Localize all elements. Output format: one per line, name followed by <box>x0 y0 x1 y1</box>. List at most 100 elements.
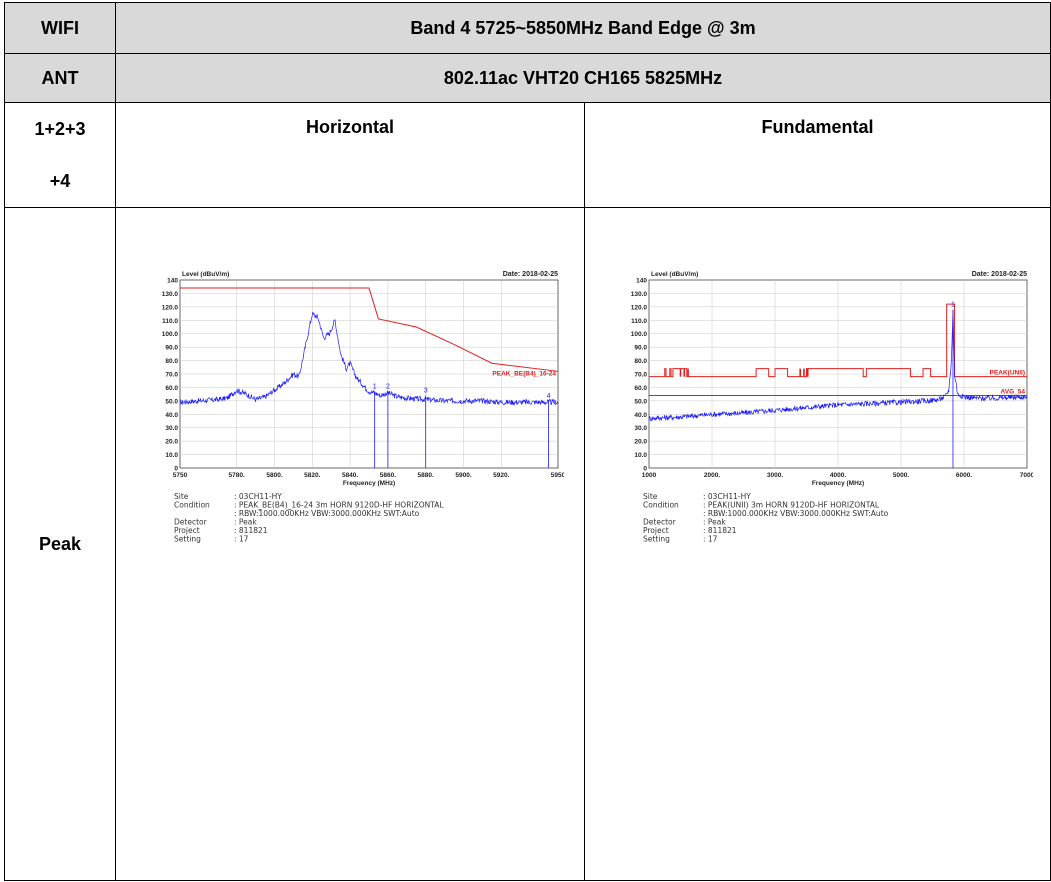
y-tick-label: 130.0 <box>631 291 648 298</box>
x-tick-label: 5900. <box>455 472 471 479</box>
header-mode-title: 802.11ac VHT20 CH165 5825MHz <box>115 53 1051 103</box>
y-tick-label: 20.0 <box>634 439 647 446</box>
x-tick-label: 5780. <box>229 472 245 479</box>
info-value: : Peak <box>234 518 257 527</box>
info-key: Site <box>174 492 189 501</box>
x-tick-label: 5860. <box>380 472 396 479</box>
y-tick-label: 50.0 <box>165 398 178 405</box>
y-tick-label: 140 <box>636 278 647 285</box>
y-tick-label: 100.0 <box>631 331 648 338</box>
y-tick-label: 90.0 <box>165 345 178 352</box>
info-key: Detector <box>643 518 677 527</box>
y-axis-label: Level (dBuV/m) <box>182 271 229 278</box>
x-tick-label: 5000. <box>893 472 909 479</box>
detector-label-cell: Peak <box>4 207 116 881</box>
info-key: Project <box>174 526 200 535</box>
avg-limit-label: AVG_54 <box>1001 388 1026 395</box>
y-tick-label: 0 <box>643 466 647 473</box>
y-tick-label: 100.0 <box>162 331 179 338</box>
y-tick-label: 40.0 <box>634 412 647 419</box>
info-value: : RBW:1000.000KHz VBW:3000.000KHz SWT:Au… <box>234 509 420 518</box>
plot-cell-fundamental: 0 10.0 20.0 30.0 40.0 50.0 60.0 70.0 80.0 90.0 100… <box>584 207 1051 881</box>
marker-label: 1 <box>951 302 955 309</box>
x-tick-label: 5820. <box>304 472 320 479</box>
y-tick-label: 30.0 <box>165 425 178 432</box>
info-key: Setting <box>174 535 201 544</box>
chart-date: Date: 2018-02-25 <box>503 271 558 278</box>
x-tick-label: 7000 <box>1020 472 1033 479</box>
x-axis-label: Frequency (MHz) <box>343 480 395 487</box>
y-tick-label: 50.0 <box>634 398 647 405</box>
y-tick-label: 10.0 <box>634 452 647 459</box>
info-key: Site <box>643 492 658 501</box>
y-tick-label: 20.0 <box>165 439 178 446</box>
marker-label: 1 <box>373 383 377 390</box>
limit-label: PEAK_BE(B4)_16-24 <box>492 371 556 378</box>
x-tick-label: 4000. <box>830 472 846 479</box>
limit-label: PEAK(UNII) <box>990 370 1025 377</box>
x-tick-label: 3000. <box>767 472 783 479</box>
measurement-trace <box>179 311 559 406</box>
y-tick-label: 60.0 <box>165 385 178 392</box>
y-tick-label: 120.0 <box>631 304 648 311</box>
x-tick-label: 5920. <box>493 472 509 479</box>
measurement-trace <box>648 310 1028 422</box>
y-tick-label: 110.0 <box>162 318 178 325</box>
detector-label: Peak <box>38 533 82 554</box>
y-tick-label: 70.0 <box>634 372 647 379</box>
y-axis-label: Level (dBuV/m) <box>651 271 698 278</box>
x-tick-label: 5840. <box>342 472 358 479</box>
x-tick-label: 5880. <box>418 472 434 479</box>
info-key: Project <box>643 526 669 535</box>
band-edge-chart: 0 10.0 20.0 30.0 40.0 50.0 60.0 70.0 80.0 90.0 100… <box>162 271 564 544</box>
x-tick-label: 5800. <box>266 472 282 479</box>
marker-label: 2 <box>386 383 390 390</box>
y-tick-label: 80.0 <box>634 358 647 365</box>
info-value: : PEAK_BE(B4)_16-24 3m HORN 9120D-HF HOR… <box>234 501 444 510</box>
info-key: Setting <box>643 535 670 544</box>
y-tick-label: 70.0 <box>165 372 178 379</box>
info-value: : 17 <box>234 535 249 544</box>
y-tick-label: 110.0 <box>631 318 647 325</box>
header-band-title: Band 4 5725~5850MHz Band Edge @ 3m <box>115 2 1051 54</box>
info-value: : RBW:1000.000KHz VBW:3000.000KHz SWT:Au… <box>703 509 889 518</box>
info-value: : 03CH11-HY <box>703 492 751 501</box>
info-value: : Peak <box>703 518 726 527</box>
info-value: : 811821 <box>703 526 737 535</box>
x-tick-label: 5750 <box>173 472 188 479</box>
plot-cell-horizontal: 0 10.0 20.0 30.0 40.0 50.0 60.0 70.0 80.0 90.0 100… <box>115 207 585 881</box>
info-key: Detector <box>174 518 208 527</box>
antenna-combo-line2: +4 <box>49 171 71 191</box>
limit-line <box>180 287 559 372</box>
marker-label: 4 <box>547 393 551 400</box>
chart-date: Date: 2018-02-25 <box>972 271 1027 278</box>
header-label-wifi: WIFI <box>4 2 116 54</box>
header-label-ant: ANT <box>4 53 116 103</box>
y-tick-label: 0 <box>174 466 178 473</box>
y-tick-label: 90.0 <box>634 345 647 352</box>
col-title-fundamental: Fundamental <box>584 102 1051 208</box>
info-value: : 811821 <box>234 526 268 535</box>
y-tick-label: 140 <box>167 278 178 285</box>
marker-label: 3 <box>424 387 428 394</box>
y-tick-label: 10.0 <box>165 452 178 459</box>
info-value: : 17 <box>703 535 718 544</box>
x-tick-label: 2000. <box>704 472 720 479</box>
x-tick-label: 5950 <box>551 472 564 479</box>
fundamental-chart: 0 10.0 20.0 30.0 40.0 50.0 60.0 70.0 80.0 90.0 100… <box>631 271 1033 544</box>
info-key: Condition <box>643 501 679 510</box>
y-tick-label: 120.0 <box>162 304 179 311</box>
y-tick-label: 30.0 <box>634 425 647 432</box>
antenna-combo-cell: 1+2+3 +4 <box>4 102 116 208</box>
info-key: Condition <box>174 501 210 510</box>
col-title-horizontal: Horizontal <box>115 102 585 208</box>
antenna-combo-line1: 1+2+3 <box>34 119 86 139</box>
y-tick-label: 130.0 <box>162 291 179 298</box>
y-tick-label: 40.0 <box>165 412 178 419</box>
info-value: : PEAK(UNII) 3m HORN 9120D-HF HORIZONTAL <box>703 501 880 510</box>
report-table: WIFI Band 4 5725~5850MHz Band Edge @ 3m … <box>4 2 1051 881</box>
y-tick-label: 80.0 <box>165 358 178 365</box>
x-tick-label: 1000 <box>642 472 657 479</box>
x-axis-label: Frequency (MHz) <box>812 480 864 487</box>
y-tick-label: 60.0 <box>634 385 647 392</box>
